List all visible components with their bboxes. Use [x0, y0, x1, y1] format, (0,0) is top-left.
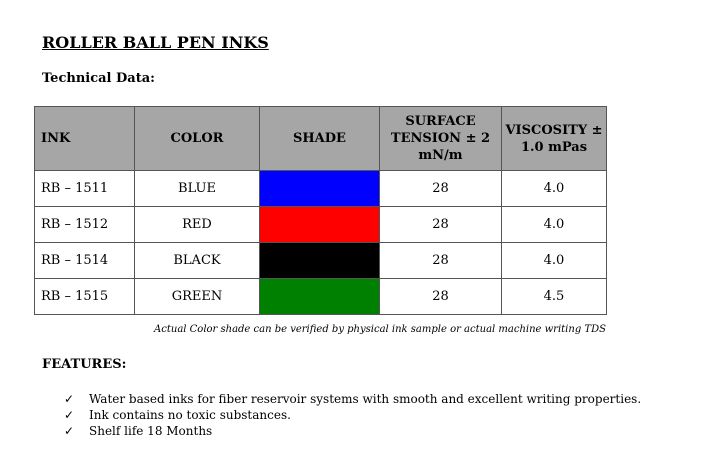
color-cell: BLUE — [134, 170, 260, 207]
viscosity-cell: 4.0 — [501, 170, 607, 207]
ink-cell: RB – 1512 — [34, 206, 135, 243]
viscosity-cell: 4.0 — [501, 206, 607, 243]
data-table: INK COLOR SHADE SURFACE TENSION ± 2 mN/m VIS… — [34, 106, 607, 315]
shade-swatch — [259, 206, 380, 243]
header-row: INK COLOR SHADE SURFACE TENSION ± 2 mN/m VIS… — [34, 106, 607, 171]
table-row: RB – 1515 GREEN 28 4.5 — [34, 278, 607, 315]
ink-cell: RB – 1511 — [34, 170, 135, 207]
title: ROLLER BALL PEN INKS — [42, 33, 269, 52]
ink-cell: RB – 1514 — [34, 242, 135, 279]
feature-text: Shelf life 18 Months — [89, 424, 213, 438]
check-icon: ✓ — [64, 408, 75, 422]
table-row: RB – 1511 BLUE 28 4.0 — [34, 170, 607, 207]
table-row: RB – 1514 BLACK 28 4.0 — [34, 242, 607, 279]
features-heading: FEATURES: — [42, 357, 127, 372]
feature-item: ✓ Ink contains no toxic substances. — [64, 407, 641, 423]
column-header: INK — [34, 106, 135, 171]
column-header: VISCOSITY ± 1.0 mPas — [501, 106, 607, 171]
check-icon: ✓ — [64, 392, 75, 406]
tension-cell: 28 — [379, 278, 502, 315]
check-icon: ✓ — [64, 424, 75, 438]
feature-text: Water based inks for fiber reservoir sys… — [89, 392, 642, 406]
shade-swatch — [259, 170, 380, 207]
subtitle: Technical Data: — [42, 71, 155, 86]
viscosity-cell: 4.5 — [501, 278, 607, 315]
color-cell: RED — [134, 206, 260, 243]
table-body: RB – 1511 BLUE 28 4.0 RB – 1512 RED 28 4.0 RB – … — [34, 170, 607, 315]
feature-item: ✓ Shelf life 18 Months — [64, 423, 641, 439]
table-row: RB – 1512 RED 28 4.0 — [34, 206, 607, 243]
column-header: SURFACE TENSION ± 2 mN/m — [379, 106, 502, 171]
tension-cell: 28 — [379, 170, 502, 207]
feature-text: Ink contains no toxic substances. — [89, 408, 291, 422]
tension-cell: 28 — [379, 242, 502, 279]
ink-cell: RB – 1515 — [34, 278, 135, 315]
color-cell: BLACK — [134, 242, 260, 279]
tension-cell: 28 — [379, 206, 502, 243]
features-list: ✓ Water based inks for fiber reservoir sy… — [64, 391, 641, 439]
color-cell: GREEN — [134, 278, 260, 315]
shade-swatch — [259, 242, 380, 279]
feature-item: ✓ Water based inks for fiber reservoir sy… — [64, 391, 641, 407]
note: Actual Color shade can be verified by ph… — [154, 324, 606, 335]
column-header: SHADE — [259, 106, 380, 171]
column-header: COLOR — [134, 106, 260, 171]
shade-swatch — [259, 278, 380, 315]
viscosity-cell: 4.0 — [501, 242, 607, 279]
